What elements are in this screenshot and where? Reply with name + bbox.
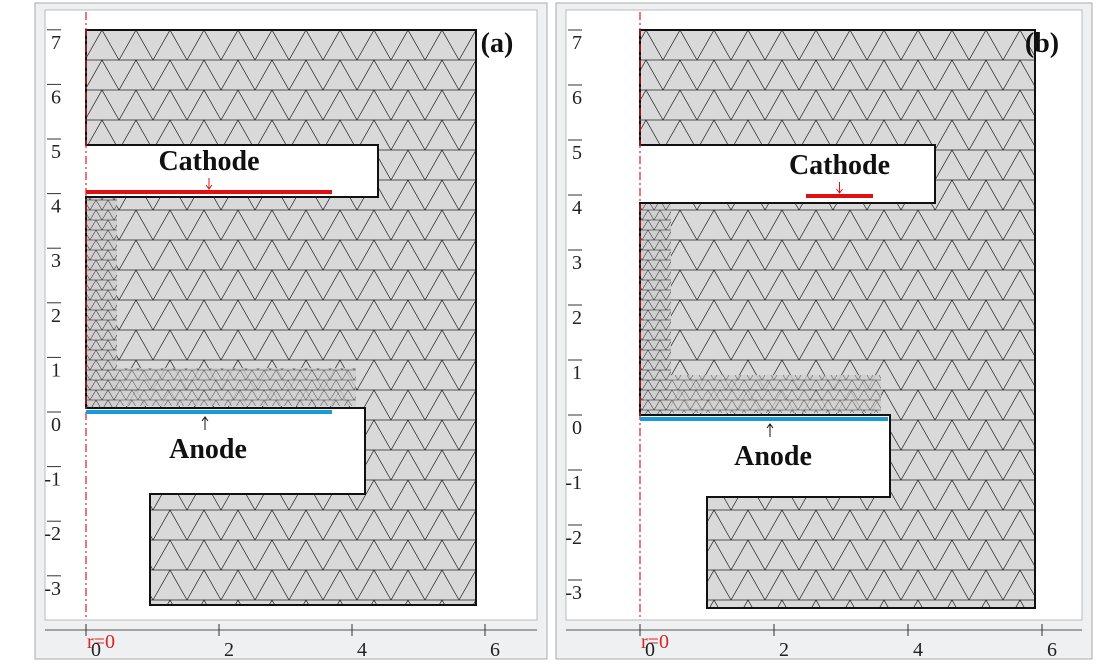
- panel-label: (b): [1025, 28, 1059, 59]
- y-tick-label: 3: [51, 250, 61, 272]
- x-tick-label: 2: [779, 639, 789, 661]
- x-tick-label: 0: [91, 639, 101, 661]
- y-tick-label: 0: [51, 414, 61, 436]
- anode-label: Anode: [734, 441, 812, 472]
- x-tick-label: 0: [645, 639, 655, 661]
- y-tick-label: 6: [572, 87, 582, 109]
- y-tick-label: 5: [572, 142, 582, 164]
- y-tick-label: -2: [565, 527, 582, 549]
- y-tick-label: 0: [572, 417, 582, 439]
- figure: CathodeAnode(a)r=076543210-1-2-30246Cath…: [0, 0, 1097, 666]
- y-tick-label: 4: [572, 197, 582, 219]
- y-tick-label: 5: [51, 141, 61, 163]
- fine-mesh: [87, 368, 356, 406]
- fine-mesh: [641, 375, 881, 413]
- y-tick-label: 3: [572, 252, 582, 274]
- y-tick-label: -3: [44, 578, 61, 600]
- panel-label: (a): [481, 28, 514, 59]
- x-tick-label: 6: [490, 639, 500, 661]
- y-tick-label: 1: [572, 362, 582, 384]
- y-tick-label: 7: [51, 32, 61, 54]
- y-tick-label: 2: [51, 305, 61, 327]
- x-tick-label: 4: [913, 639, 923, 661]
- y-tick-label: 7: [572, 32, 582, 54]
- cathode-label: Cathode: [789, 150, 890, 181]
- y-tick-label: -1: [44, 469, 61, 491]
- y-tick-label: -2: [44, 523, 61, 545]
- cathode-label: Cathode: [158, 146, 259, 177]
- y-tick-label: -3: [565, 582, 582, 604]
- y-tick-label: 2: [572, 307, 582, 329]
- y-tick-label: 4: [51, 196, 61, 218]
- y-tick-label: 6: [51, 86, 61, 108]
- anode-label: Anode: [169, 434, 247, 465]
- x-tick-label: 2: [224, 639, 234, 661]
- y-tick-label: 1: [51, 359, 61, 381]
- x-tick-label: 4: [357, 639, 367, 661]
- x-tick-label: 6: [1047, 639, 1057, 661]
- y-tick-label: -1: [565, 472, 582, 494]
